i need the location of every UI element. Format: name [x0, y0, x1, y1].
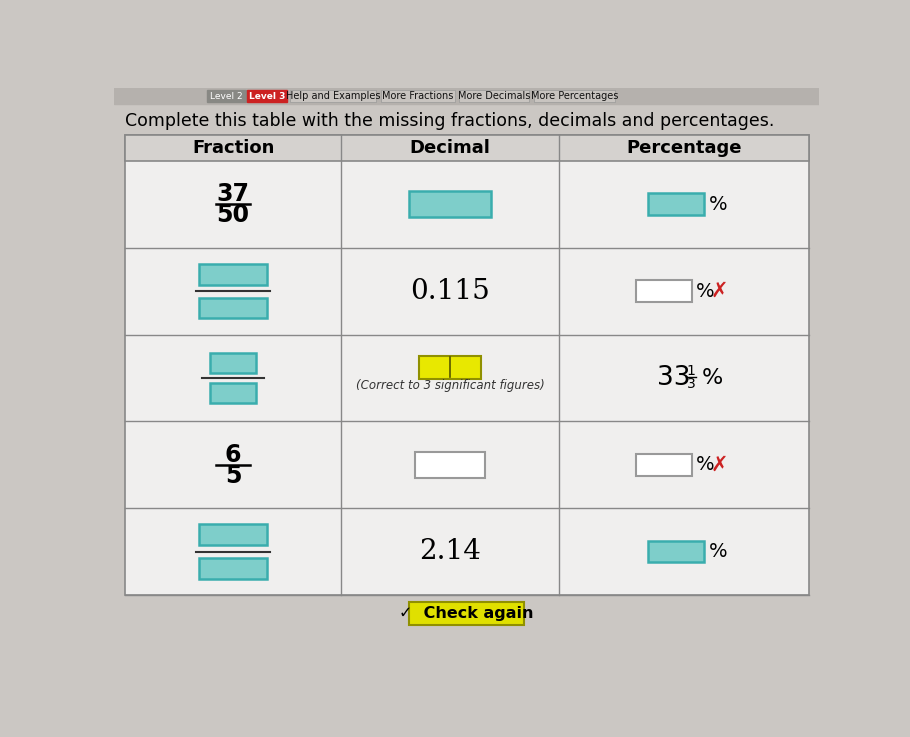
Text: %: % [702, 368, 723, 388]
Text: %: % [696, 282, 714, 301]
Bar [409, 602, 524, 625]
Text: Level 3: Level 3 [249, 91, 286, 101]
Text: 0.115: 0.115 [410, 278, 490, 304]
Text: (Correct to 3 significant figures): (Correct to 3 significant figures) [356, 379, 544, 392]
Bar [126, 135, 809, 161]
Text: 50: 50 [217, 203, 249, 227]
Text: Decimal: Decimal [410, 139, 490, 157]
Text: ✗: ✗ [711, 281, 728, 301]
Bar [420, 356, 481, 379]
Text: Level 2: Level 2 [210, 91, 242, 101]
Text: ✗: ✗ [711, 455, 728, 475]
Bar [636, 280, 693, 302]
Bar [534, 90, 615, 102]
Bar [199, 558, 268, 579]
Text: 37: 37 [217, 182, 249, 206]
Bar [210, 383, 257, 403]
Text: %: % [696, 455, 714, 475]
Bar [648, 541, 704, 562]
Bar [199, 264, 268, 284]
Text: Complete this table with the missing fractions, decimals and percentages.: Complete this table with the missing fra… [126, 112, 774, 130]
Text: More Percentages: More Percentages [531, 91, 618, 101]
Text: Percentage: Percentage [626, 139, 742, 157]
Bar [199, 524, 268, 545]
Text: ✓  Check again: ✓ Check again [399, 606, 533, 621]
Text: Fraction: Fraction [192, 139, 274, 157]
Text: %: % [709, 542, 727, 561]
Bar [381, 90, 455, 102]
Bar [199, 298, 268, 318]
Text: More Decimals: More Decimals [458, 91, 531, 101]
Bar [210, 352, 257, 373]
Bar [410, 191, 490, 217]
Bar [207, 90, 246, 102]
Text: Help and Examples: Help and Examples [286, 91, 380, 101]
Text: 1: 1 [687, 364, 695, 378]
Text: More Fractions: More Fractions [382, 91, 453, 101]
Bar [126, 135, 809, 595]
Text: 3: 3 [687, 377, 695, 391]
Bar [415, 452, 485, 478]
Text: 5: 5 [225, 464, 241, 488]
Text: %: % [709, 195, 727, 214]
Text: 6: 6 [225, 443, 241, 467]
Bar [290, 90, 376, 102]
Text: 33: 33 [657, 365, 691, 391]
Bar [247, 90, 288, 102]
Bar [114, 88, 819, 104]
Text: 2.14: 2.14 [420, 538, 481, 565]
Bar [648, 194, 704, 215]
Bar [460, 90, 529, 102]
Bar [636, 454, 693, 475]
